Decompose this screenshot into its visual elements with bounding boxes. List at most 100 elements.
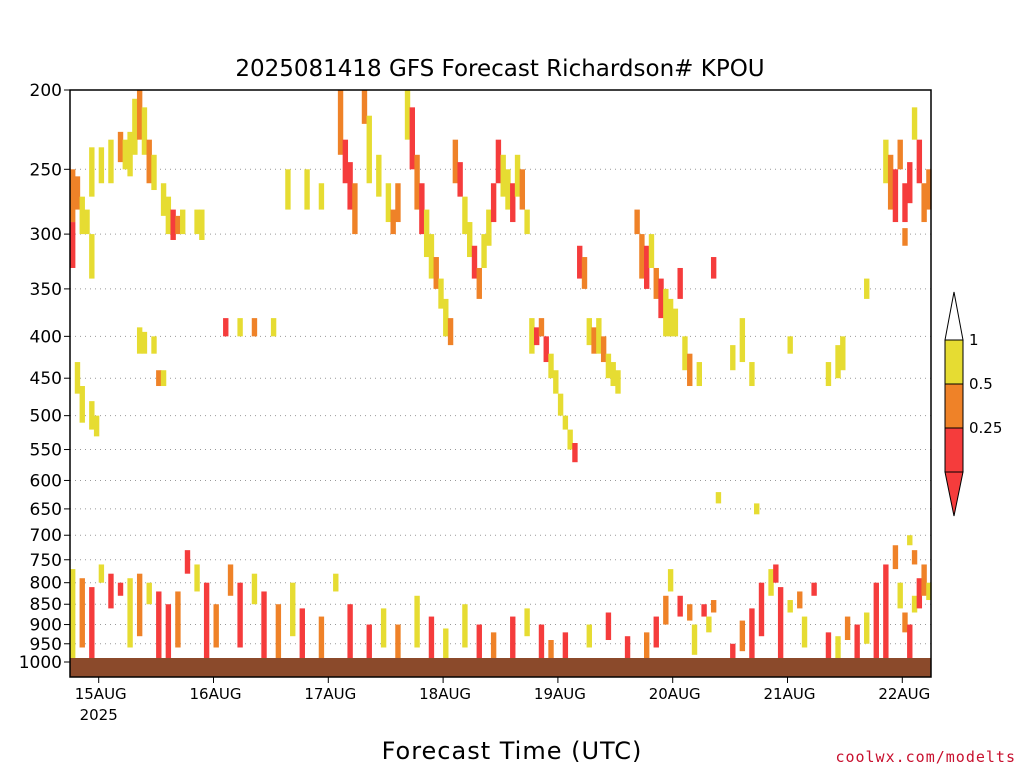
data-cell: [644, 632, 650, 659]
data-cell: [89, 234, 95, 279]
data-cell: [151, 154, 157, 191]
data-cell: [773, 564, 779, 583]
data-cell: [687, 353, 693, 387]
data-cell: [79, 386, 85, 423]
data-cell: [572, 443, 578, 463]
data-cell: [127, 578, 133, 648]
data-cell: [567, 429, 573, 450]
data-cell: [667, 569, 674, 592]
data-cell: [476, 624, 482, 659]
data-cell: [634, 209, 640, 235]
data-cell: [840, 336, 846, 371]
data-cell: [74, 176, 81, 210]
x-axis-ticks: 15AUG 16AUG 17AUG 18AUG 19AUG 20AUG 21AUG 22AUG: [75, 677, 930, 703]
data-cell: [596, 318, 602, 354]
data-cell: [510, 183, 516, 223]
data-cell: [347, 604, 353, 659]
data-cell: [562, 632, 569, 659]
legend-swatch: [944, 427, 964, 473]
data-cell: [672, 308, 679, 337]
data-cell: [423, 209, 430, 258]
data-cell: [706, 616, 712, 633]
data-cell: [897, 582, 903, 609]
data-cell: [486, 209, 492, 246]
data-cell: [180, 209, 186, 235]
data-cell: [136, 90, 143, 140]
data-cell: [122, 139, 128, 170]
data-cell: [687, 604, 693, 621]
data-cell: [165, 196, 172, 235]
data-cell: [136, 573, 143, 637]
data-cell: [739, 318, 746, 363]
data-cell: [447, 318, 454, 346]
data-cell: [146, 139, 152, 184]
data-cell: [380, 608, 387, 648]
data-cell: [926, 169, 932, 210]
data-cell: [132, 98, 138, 155]
data-cell: [562, 415, 569, 430]
x-tick-label: 20AUG: [649, 685, 701, 703]
data-cell: [141, 107, 148, 155]
data-cell: [223, 318, 229, 337]
legend-label: 0.25: [969, 419, 1002, 437]
data-cell: [467, 222, 473, 258]
y-tick-label: 950: [30, 635, 62, 655]
data-cell: [481, 234, 487, 268]
data-cell: [926, 582, 932, 601]
data-cell: [921, 564, 927, 596]
data-cell: [462, 196, 468, 235]
data-cell: [677, 595, 683, 617]
data-cell: [835, 345, 841, 379]
data-cell: [801, 616, 808, 648]
data-cell: [591, 327, 597, 354]
x-tick-label: 18AUG: [419, 685, 471, 703]
data-cell: [347, 162, 353, 210]
y-tick-label: 400: [30, 327, 62, 347]
y-tick-label: 850: [30, 595, 62, 615]
data-cell: [854, 624, 860, 659]
y-tick-label: 250: [30, 160, 62, 180]
data-cell: [902, 183, 908, 223]
credit-text: coolwx.com/modelts: [835, 748, 1016, 766]
data-cell: [409, 107, 415, 170]
data-cell: [758, 582, 765, 637]
data-cell: [653, 267, 659, 299]
data-cell: [529, 318, 535, 354]
y-tick-label: 800: [30, 574, 62, 594]
color-legend: 1 0.5 0.25: [944, 291, 1002, 517]
legend-label: 1: [969, 331, 979, 349]
data-cell: [883, 564, 889, 659]
data-cell: [476, 267, 482, 299]
data-cell: [739, 620, 746, 652]
x-tick-label: 16AUG: [190, 685, 242, 703]
data-cell: [251, 318, 258, 337]
data-cell: [199, 209, 205, 240]
data-cell: [318, 183, 325, 210]
data-cell: [175, 591, 181, 648]
data-cell: [490, 632, 497, 659]
data-cell: [533, 327, 540, 346]
data-cell: [194, 564, 200, 592]
legend-swatch: [944, 339, 964, 385]
data-cell: [117, 582, 124, 596]
data-cell: [911, 595, 918, 613]
data-cell: [184, 550, 191, 574]
data-cells: [70, 90, 932, 659]
data-cell: [844, 616, 851, 641]
data-cell: [151, 336, 157, 354]
legend-label: 0.5: [969, 375, 993, 393]
data-cell: [553, 370, 559, 394]
data-cell: [452, 139, 459, 184]
data-cell: [897, 139, 903, 170]
x-tick-label: 17AUG: [304, 685, 356, 703]
data-cell: [663, 595, 669, 625]
data-cell: [892, 169, 899, 223]
data-cell: [376, 154, 382, 197]
data-cell: [299, 608, 305, 659]
data-cell: [385, 183, 392, 223]
data-cell: [911, 550, 918, 565]
data-cell: [395, 183, 401, 223]
data-cell: [615, 370, 621, 394]
data-cell: [911, 107, 918, 140]
